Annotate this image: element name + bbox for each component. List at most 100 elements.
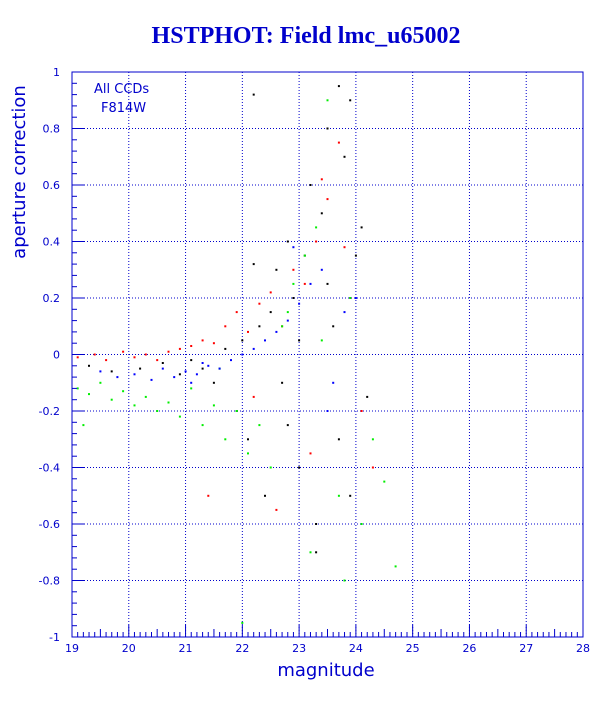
y-tick-label: 1 bbox=[53, 66, 60, 79]
data-point bbox=[76, 356, 79, 359]
data-point bbox=[252, 347, 255, 350]
data-point bbox=[292, 246, 295, 249]
data-point bbox=[76, 387, 79, 390]
data-point bbox=[320, 268, 323, 271]
data-point bbox=[326, 99, 329, 102]
data-point bbox=[195, 373, 198, 376]
data-point bbox=[360, 410, 363, 412]
data-point bbox=[286, 424, 289, 427]
data-point bbox=[349, 494, 352, 497]
y-tick-label: -0.4 bbox=[39, 462, 60, 475]
data-point bbox=[258, 424, 261, 427]
data-point bbox=[252, 395, 255, 398]
x-tick-label: 25 bbox=[406, 642, 420, 655]
series-2 bbox=[76, 99, 397, 624]
data-point bbox=[190, 345, 193, 347]
data-point bbox=[241, 621, 244, 624]
chart-title: HSTPHOT: Field lmc_u65002 bbox=[151, 23, 461, 49]
data-point bbox=[264, 339, 266, 342]
data-point bbox=[133, 373, 136, 376]
data-point bbox=[286, 311, 289, 314]
data-point bbox=[343, 579, 346, 582]
data-point bbox=[230, 359, 232, 362]
data-point bbox=[298, 302, 301, 305]
data-point bbox=[201, 367, 204, 370]
data-point bbox=[247, 330, 249, 333]
data-point bbox=[298, 466, 301, 469]
data-point bbox=[178, 373, 181, 376]
data-point bbox=[150, 378, 153, 381]
data-point bbox=[281, 381, 284, 384]
data-point bbox=[133, 356, 136, 359]
data-point bbox=[247, 438, 249, 441]
y-tick-label: -0.2 bbox=[39, 405, 60, 418]
x-tick-label: 22 bbox=[235, 642, 249, 655]
y-tick-label: -0.8 bbox=[39, 575, 60, 588]
data-point bbox=[337, 141, 340, 144]
y-tick-label: -0.6 bbox=[39, 518, 60, 531]
data-point bbox=[264, 494, 266, 497]
data-point bbox=[224, 347, 227, 350]
data-point bbox=[275, 268, 278, 271]
y-tick-label: 0.6 bbox=[43, 179, 61, 192]
data-point bbox=[320, 339, 323, 342]
data-point bbox=[110, 370, 113, 373]
data-point bbox=[99, 381, 102, 384]
data-point bbox=[224, 438, 227, 441]
data-point bbox=[286, 240, 289, 243]
data-point bbox=[337, 494, 340, 497]
data-point bbox=[366, 395, 369, 398]
data-point bbox=[88, 364, 90, 367]
data-point bbox=[303, 254, 306, 257]
data-point bbox=[326, 282, 329, 285]
data-point bbox=[122, 390, 125, 393]
data-point bbox=[292, 268, 295, 271]
data-point bbox=[190, 387, 193, 390]
data-point bbox=[275, 330, 278, 333]
data-point bbox=[269, 311, 272, 314]
data-point bbox=[161, 367, 164, 370]
data-point bbox=[144, 395, 147, 398]
data-point bbox=[315, 551, 318, 554]
y-tick-label: 0.2 bbox=[43, 292, 61, 305]
data-point bbox=[173, 376, 176, 379]
data-point bbox=[326, 410, 329, 412]
data-point bbox=[235, 311, 238, 314]
data-point bbox=[184, 370, 187, 373]
data-point bbox=[394, 565, 397, 568]
data-point bbox=[201, 424, 204, 427]
data-point bbox=[292, 282, 295, 285]
data-point bbox=[212, 381, 215, 384]
y-tick-label: 0.4 bbox=[43, 236, 61, 249]
data-point bbox=[360, 523, 363, 525]
data-point bbox=[275, 508, 278, 511]
data-point bbox=[309, 551, 312, 554]
data-point bbox=[349, 99, 352, 102]
data-point bbox=[371, 466, 374, 469]
x-tick-label: 26 bbox=[462, 642, 476, 655]
data-point bbox=[207, 364, 210, 367]
data-point bbox=[105, 359, 108, 362]
series-3 bbox=[99, 246, 357, 412]
data-point bbox=[343, 311, 346, 314]
data-point bbox=[252, 263, 255, 266]
data-point bbox=[320, 178, 323, 181]
data-point bbox=[320, 212, 323, 215]
grid bbox=[72, 72, 583, 637]
tick-labels: 19 20 21 22 23 24 25 26 27 28 -1 -0.8 -0.6 -0.4 -0.2 0 0… bbox=[39, 66, 590, 655]
data-point bbox=[258, 325, 261, 328]
data-point bbox=[337, 438, 340, 441]
data-point bbox=[252, 93, 255, 96]
data-point bbox=[343, 246, 346, 249]
data-point bbox=[178, 415, 181, 418]
y-tick-label: 0 bbox=[53, 349, 60, 362]
data-point bbox=[167, 350, 170, 353]
series-0 bbox=[88, 85, 369, 554]
x-tick-label: 19 bbox=[65, 642, 79, 655]
data-point bbox=[326, 198, 329, 201]
data-point bbox=[281, 325, 284, 328]
data-point bbox=[309, 282, 312, 285]
data-point bbox=[332, 381, 335, 384]
data-point bbox=[190, 381, 193, 384]
data-point bbox=[190, 359, 193, 362]
